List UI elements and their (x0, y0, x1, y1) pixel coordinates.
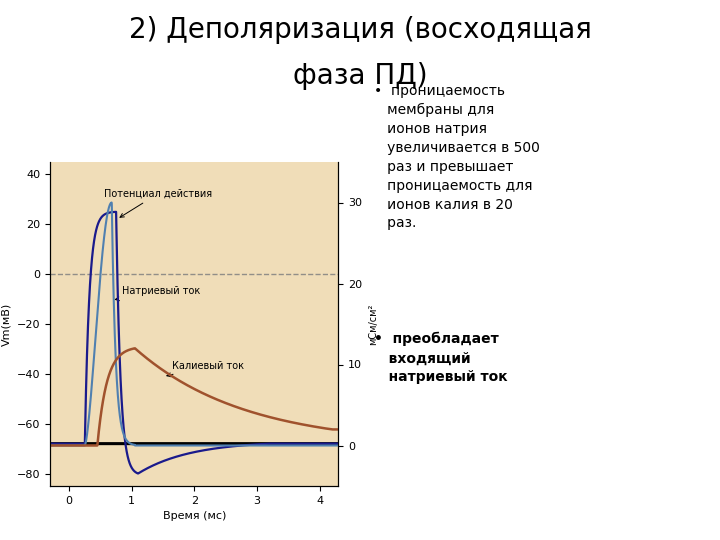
Text: Калиевый ток: Калиевый ток (167, 361, 245, 377)
Text: 2) Деполяризация (восходящая: 2) Деполяризация (восходящая (129, 16, 591, 44)
Text: •  преобладает
   входящий
   натриевый ток: • преобладает входящий натриевый ток (374, 332, 508, 384)
Text: •  проницаемость
   мембраны для
   ионов натрия
   увеличивается в 500
   раз и: • проницаемость мембраны для ионов натри… (374, 84, 540, 231)
Text: Потенциал действия: Потенциал действия (104, 189, 212, 217)
Y-axis label: Vm(мВ): Vm(мВ) (1, 302, 12, 346)
X-axis label: Время (мс): Время (мс) (163, 511, 226, 521)
Text: фаза ПД): фаза ПД) (293, 62, 427, 90)
Y-axis label: мСм/см²: мСм/см² (368, 303, 378, 345)
Text: Натриевый ток: Натриевый ток (115, 286, 201, 301)
